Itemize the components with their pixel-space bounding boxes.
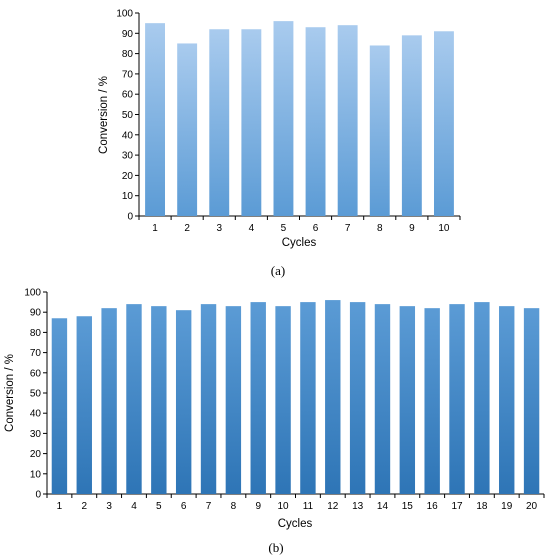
chart-b-bar <box>424 308 440 494</box>
chart-b-xtick-label: 15 <box>402 501 414 512</box>
chart-b-bar <box>399 306 416 494</box>
chart-a-xtick-label: 6 <box>313 223 319 234</box>
chart-a-ytick-label: 100 <box>116 9 133 20</box>
chart-a-bar <box>337 25 358 217</box>
chart-b-xtick-label: 12 <box>327 501 339 512</box>
chart-a-bar <box>433 31 454 216</box>
chart-b-bar <box>523 308 540 494</box>
chart-b-xtick-label: 10 <box>278 501 290 512</box>
chart-b-ylabel: Conversion / % <box>4 354 16 432</box>
chart-b-bar <box>474 302 490 494</box>
chart-a-xtick-label: 10 <box>438 223 450 234</box>
chart-b-bar <box>300 302 316 494</box>
chart-b-xtick-label: 2 <box>81 501 87 512</box>
chart-a-bar <box>401 35 422 216</box>
chart-a-ytick-label: 70 <box>122 69 134 80</box>
chart-b-ytick-label: 20 <box>30 449 42 460</box>
chart-b-xtick-label: 1 <box>57 501 63 512</box>
chart-a-ytick-label: 0 <box>127 212 133 223</box>
chart-b-bar <box>51 318 68 494</box>
chart-b-bar <box>200 304 217 494</box>
chart-a-xtick-label: 8 <box>377 223 383 234</box>
chart-b-ytick-label: 100 <box>24 288 41 299</box>
chart-b-bar <box>325 300 341 494</box>
chart-a-xtick-label: 2 <box>184 223 190 234</box>
chart-b-bar <box>275 306 291 494</box>
chart-b-xtick-label: 14 <box>377 501 389 512</box>
chart-b-xtick-label: 18 <box>476 501 488 512</box>
chart-b-bar <box>175 310 192 494</box>
chart-b-ytick-label: 40 <box>30 409 42 420</box>
chart-b-xtick-label: 9 <box>255 501 261 512</box>
chart-b-xtick-label: 16 <box>427 501 439 512</box>
chart-b-xtick-label: 19 <box>501 501 513 512</box>
chart-a-xtick-label: 5 <box>281 223 287 234</box>
chart-b-xtick-label: 13 <box>352 501 364 512</box>
chart-b-ytick-label: 80 <box>30 328 42 339</box>
chart-b-xtick-label: 6 <box>181 501 187 512</box>
chart-b-ytick-label: 30 <box>30 429 42 440</box>
chart-b-bar <box>225 306 242 494</box>
chart-a-ytick-label: 20 <box>122 171 134 182</box>
chart-a-bar <box>209 29 230 216</box>
chart-b-xlabel: Cycles <box>278 518 313 530</box>
chart-a-bar <box>273 21 294 217</box>
chart-b-xtick-label: 8 <box>231 501 237 512</box>
chart-b-bar <box>151 306 167 494</box>
chart-b-xtick-label: 7 <box>206 501 212 512</box>
chart-a-ytick-label: 10 <box>122 191 134 202</box>
chart-a-xtick-label: 9 <box>409 223 415 234</box>
chart-b-ytick-label: 10 <box>30 469 42 480</box>
chart-b-bar <box>101 308 117 494</box>
chart-b-xtick-label: 4 <box>131 501 137 512</box>
chart-a-panel-label: (a) <box>271 263 285 278</box>
chart-b-ytick-label: 50 <box>30 389 42 400</box>
chart-a-bar <box>177 43 198 217</box>
chart-b-bar <box>499 306 515 494</box>
chart-a-ytick-label: 50 <box>122 110 134 121</box>
chart-a: 0 10 20 30 40 50 60 70 80 90 100 1 2 3 4 5 6 7 8 9 10 Conve… <box>98 9 461 278</box>
chart-a-bar <box>369 45 390 217</box>
chart-b-xtick-label: 20 <box>526 501 538 512</box>
chart-a-xtick-label: 1 <box>152 223 158 234</box>
chart-b-bar <box>126 304 142 494</box>
chart-b-xtick-label: 5 <box>156 501 162 512</box>
chart-b-bar <box>76 316 92 494</box>
chart-b-panel-label: (b) <box>268 540 283 555</box>
chart-a-ylabel: Conversion / % <box>98 76 110 154</box>
chart-a-ytick-label: 30 <box>122 151 134 162</box>
chart-b-bar <box>250 302 266 494</box>
chart-a-xtick-label: 3 <box>216 223 222 234</box>
chart-b-xtick-label: 11 <box>303 501 314 512</box>
chart-a-bar <box>145 23 166 217</box>
chart-b-bar <box>374 304 391 494</box>
chart-b-xtick-label: 17 <box>451 501 463 512</box>
chart-b-bar <box>349 302 366 494</box>
chart-b-ytick-label: 0 <box>35 490 41 501</box>
chart-a-ytick-label: 90 <box>122 29 134 40</box>
chart-a-bar <box>241 29 262 216</box>
chart-b-xtick-label: 3 <box>106 501 112 512</box>
chart-a-ytick-label: 60 <box>122 90 134 101</box>
chart-a-xlabel: Cycles <box>282 237 317 249</box>
chart-a-bar <box>305 27 326 217</box>
chart-a-xtick-label: 7 <box>345 223 351 234</box>
chart-b-ytick-label: 90 <box>30 308 42 319</box>
chart-b-ytick-label: 60 <box>30 368 42 379</box>
chart-b-bar <box>449 304 465 494</box>
chart-a-xtick-label: 4 <box>249 223 255 234</box>
chart-a-ytick-label: 40 <box>122 130 134 141</box>
chart-a-ytick-label: 80 <box>122 49 134 60</box>
chart-b-ytick-label: 70 <box>30 348 42 359</box>
